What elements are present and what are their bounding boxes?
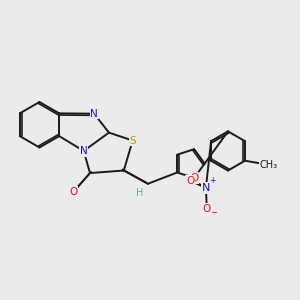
Text: H: H — [136, 188, 144, 198]
Text: −: − — [210, 208, 217, 217]
Text: +: + — [210, 176, 216, 185]
Text: O: O — [190, 173, 198, 183]
Text: O: O — [69, 187, 77, 197]
Text: N: N — [202, 183, 210, 193]
Text: O: O — [203, 204, 211, 214]
Text: O: O — [186, 176, 194, 186]
Text: N: N — [90, 109, 98, 119]
Text: N: N — [80, 146, 88, 156]
Text: S: S — [129, 136, 136, 146]
Text: CH₃: CH₃ — [260, 160, 278, 170]
